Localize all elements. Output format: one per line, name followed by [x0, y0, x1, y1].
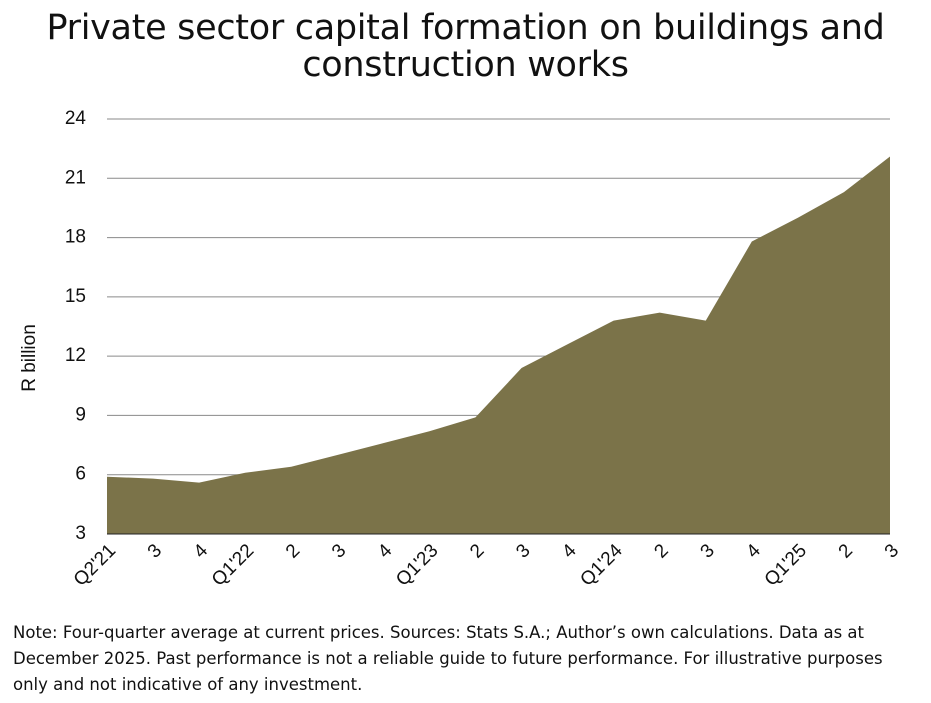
y-tick-label: 21 [65, 167, 86, 188]
x-tick-label: 3 [328, 540, 350, 562]
x-tick-label: Q1'24 [576, 540, 627, 591]
x-tick-label: 3 [697, 540, 719, 562]
area [107, 156, 890, 535]
y-tick-label: 12 [65, 345, 86, 366]
x-tick-label: 3 [881, 540, 903, 562]
y-tick-label: 3 [75, 523, 86, 544]
y-tick-label: 6 [75, 464, 86, 485]
y-tick-label: 24 [65, 108, 87, 129]
x-tick-label: Q1'23 [392, 540, 442, 590]
note: Note: Four-quarter average at current pr… [13, 623, 883, 694]
y-tick-label: 9 [75, 404, 86, 425]
x-tick-label: 2 [282, 540, 304, 562]
chart-title: Private sector capital formation on buil… [46, 8, 885, 85]
y-tick-label: 15 [65, 286, 86, 307]
x-tick-label: Q2'21 [70, 540, 120, 590]
x-tick-label: 4 [743, 540, 766, 563]
x-tick-label: 3 [512, 540, 534, 562]
y-axis-label: R billion [19, 324, 40, 392]
x-tick-label: 4 [558, 540, 581, 563]
x-tick-label: 4 [374, 540, 397, 563]
x-tick-label: 2 [466, 540, 488, 562]
x-tick-label: 2 [835, 540, 857, 562]
x-tick-label: 4 [190, 540, 213, 563]
x-tick-label: 2 [650, 540, 672, 562]
x-tick-label: 3 [144, 540, 166, 562]
x-tick-label: Q1'25 [761, 540, 811, 590]
y-tick-label: 18 [65, 227, 86, 248]
x-tick-label: Q1'22 [208, 540, 258, 590]
